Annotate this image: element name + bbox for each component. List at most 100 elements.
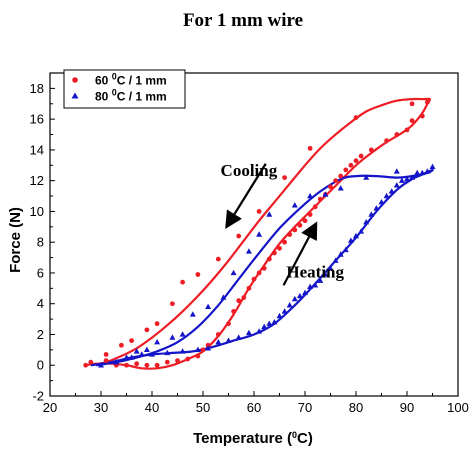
series-1-point [307,145,313,151]
x-tick-label: 70 [298,400,312,415]
y-axis-title: Force (N) [7,207,24,273]
annotation-arrow-1 [225,163,267,230]
series-1-point [200,347,206,353]
series-1-point [404,127,410,133]
series-1-point [368,147,374,153]
series-1-point [348,162,354,168]
series-1-point [215,332,221,337]
x-tick-label: 60 [247,400,261,415]
series-1-point [394,132,400,137]
series-2-point [179,331,186,337]
series-2-point [398,177,405,183]
x-axis-title: Temperature (0C) [193,430,313,447]
series-1-point [144,327,150,333]
series-2-point [332,257,339,263]
series-2-point [429,163,436,170]
series-2-point [337,185,344,191]
series-1-point [124,362,129,368]
series-1-point [251,276,257,282]
chart-title: For 1 mm wire [183,10,303,31]
series-2-point [291,295,298,302]
y-tick-label: -2 [32,389,44,404]
x-tick-label: 50 [196,400,210,415]
series-1-point [353,115,359,121]
series-1-point [343,167,349,173]
series-2-point [378,199,385,205]
data-markers [83,99,436,368]
series-1-point [103,352,109,357]
series-1-point [164,359,170,365]
series-2-point [358,228,365,234]
y-tick-label: 12 [30,173,44,188]
series-1-point [384,138,389,144]
series-2-point [235,334,242,340]
series-2-point [98,362,104,368]
series-2-point [383,192,390,199]
series-2-point [393,182,400,188]
series-2-point [342,246,349,253]
series-2-point [373,205,380,211]
series-1-point [256,209,262,214]
series-1-point [409,101,415,107]
series-1-point [144,362,150,368]
series-2-point [205,345,212,351]
series-2-point [296,292,303,299]
series-2-point [322,191,329,197]
x-tick-label: 100 [447,400,469,415]
series-2-point [281,308,288,314]
legend-marker-series-2 [71,92,79,99]
series-1-point [333,178,338,184]
series-2-point [302,289,308,296]
series-2-point [414,169,421,176]
series-2-point [424,168,431,174]
series-1-point [287,232,293,237]
series-2-point [388,188,395,194]
series-1-point [180,279,186,285]
series-1-point [261,265,267,271]
annotations: Cooling Heating [221,161,345,286]
series-2-point [327,265,334,271]
x-tick-label: 20 [43,400,57,415]
legend-label-series-1: 60 0C / 1 mm [95,72,167,88]
series-1-point [409,118,415,124]
series-1-point [292,227,298,233]
x-tick-label: 40 [145,400,159,415]
series-2-point [409,174,416,180]
series-1-point [297,222,303,228]
series-2-point [149,351,155,357]
series-2-point [154,338,161,345]
series-2-point [123,354,130,360]
plot-frame [49,72,459,397]
series-1-point [312,204,318,210]
y-tick-label: 0 [37,358,44,373]
series-1-point [231,309,237,314]
legend-box [63,69,186,109]
series-1-point [328,184,333,190]
series-2-point [261,323,268,329]
series-1-point [226,321,231,327]
series-2-point [363,174,370,180]
series-2-point [368,211,375,217]
series-2-point [419,169,426,176]
series-2-point [404,175,410,182]
series-2-point [256,328,263,334]
series-2-point [276,312,283,319]
x-tick-label: 30 [94,400,108,415]
series-2-point [353,232,359,239]
series-2-point [271,318,278,325]
series-2-point [143,346,150,353]
series-2-point [225,337,232,343]
series-2-point [363,218,370,225]
series-1-point [129,338,135,344]
annotation-arrow-2 [282,221,318,286]
series-1-point [88,359,94,365]
y-tick-label: 2 [37,327,44,342]
series-1-point [154,362,160,368]
series-1-point [266,256,272,262]
series-1-point [236,298,242,304]
series-1-point [175,358,180,364]
series-2-point [322,271,329,277]
series-2-point [169,334,176,340]
y-tick-label: 10 [30,204,44,219]
